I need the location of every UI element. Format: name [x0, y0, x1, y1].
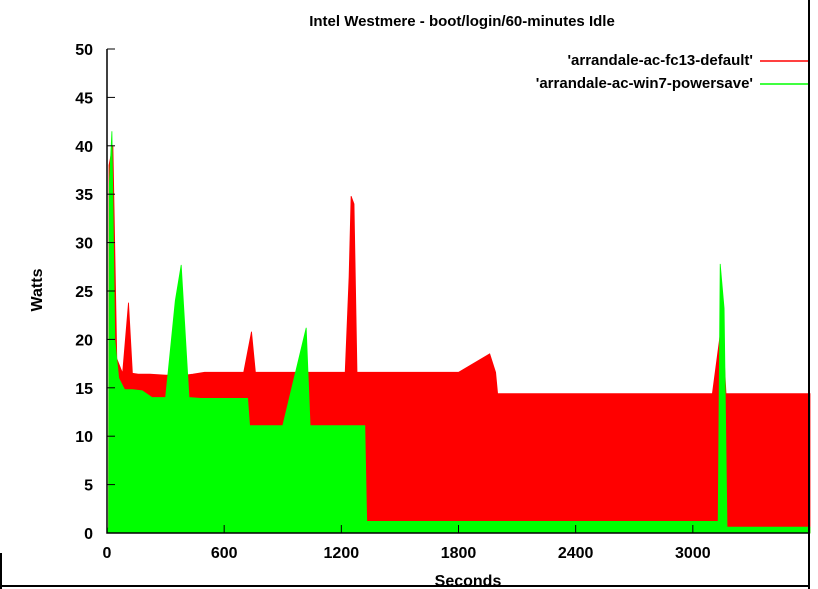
series-area-1 — [106, 131, 811, 534]
legend-label-win7-powersave: 'arrandale-ac-win7-powersave' — [536, 75, 753, 92]
y-tick-label: 35 — [75, 187, 93, 204]
y-tick-label: 50 — [75, 42, 93, 59]
y-tick-label: 15 — [75, 381, 93, 398]
legend-label-fc13-default: 'arrandale-ac-fc13-default' — [567, 52, 753, 69]
y-tick-label: 0 — [84, 526, 93, 543]
x-axis-ticks: 0 600 1200 1800 2400 3000 — [103, 525, 711, 562]
x-tick-label: 0 — [103, 545, 112, 562]
legend: 'arrandale-ac-fc13-default' 'arrandale-a… — [536, 52, 808, 92]
y-tick-label: 20 — [75, 332, 93, 349]
x-tick-label: 1800 — [441, 545, 477, 562]
y-axis-ticks: 0 5 10 15 20 25 30 35 40 45 50 — [75, 42, 115, 543]
y-tick-label: 40 — [75, 139, 93, 156]
y-tick-label: 25 — [75, 284, 93, 301]
y-tick-label: 5 — [84, 478, 93, 495]
plot-area — [106, 49, 811, 534]
y-axis-label: Watts — [29, 268, 46, 311]
x-tick-label: 1200 — [324, 545, 360, 562]
x-tick-label: 600 — [211, 545, 238, 562]
chart-title: Intel Westmere - boot/login/60-minutes I… — [309, 13, 615, 30]
x-tick-label: 3000 — [675, 545, 711, 562]
left-frame-border — [0, 553, 2, 589]
y-tick-label: 30 — [75, 236, 93, 253]
y-tick-label: 45 — [75, 90, 93, 107]
y-tick-label: 10 — [75, 429, 93, 446]
right-frame-border — [808, 0, 810, 589]
bottom-frame-border — [0, 585, 810, 587]
x-tick-label: 2400 — [558, 545, 594, 562]
